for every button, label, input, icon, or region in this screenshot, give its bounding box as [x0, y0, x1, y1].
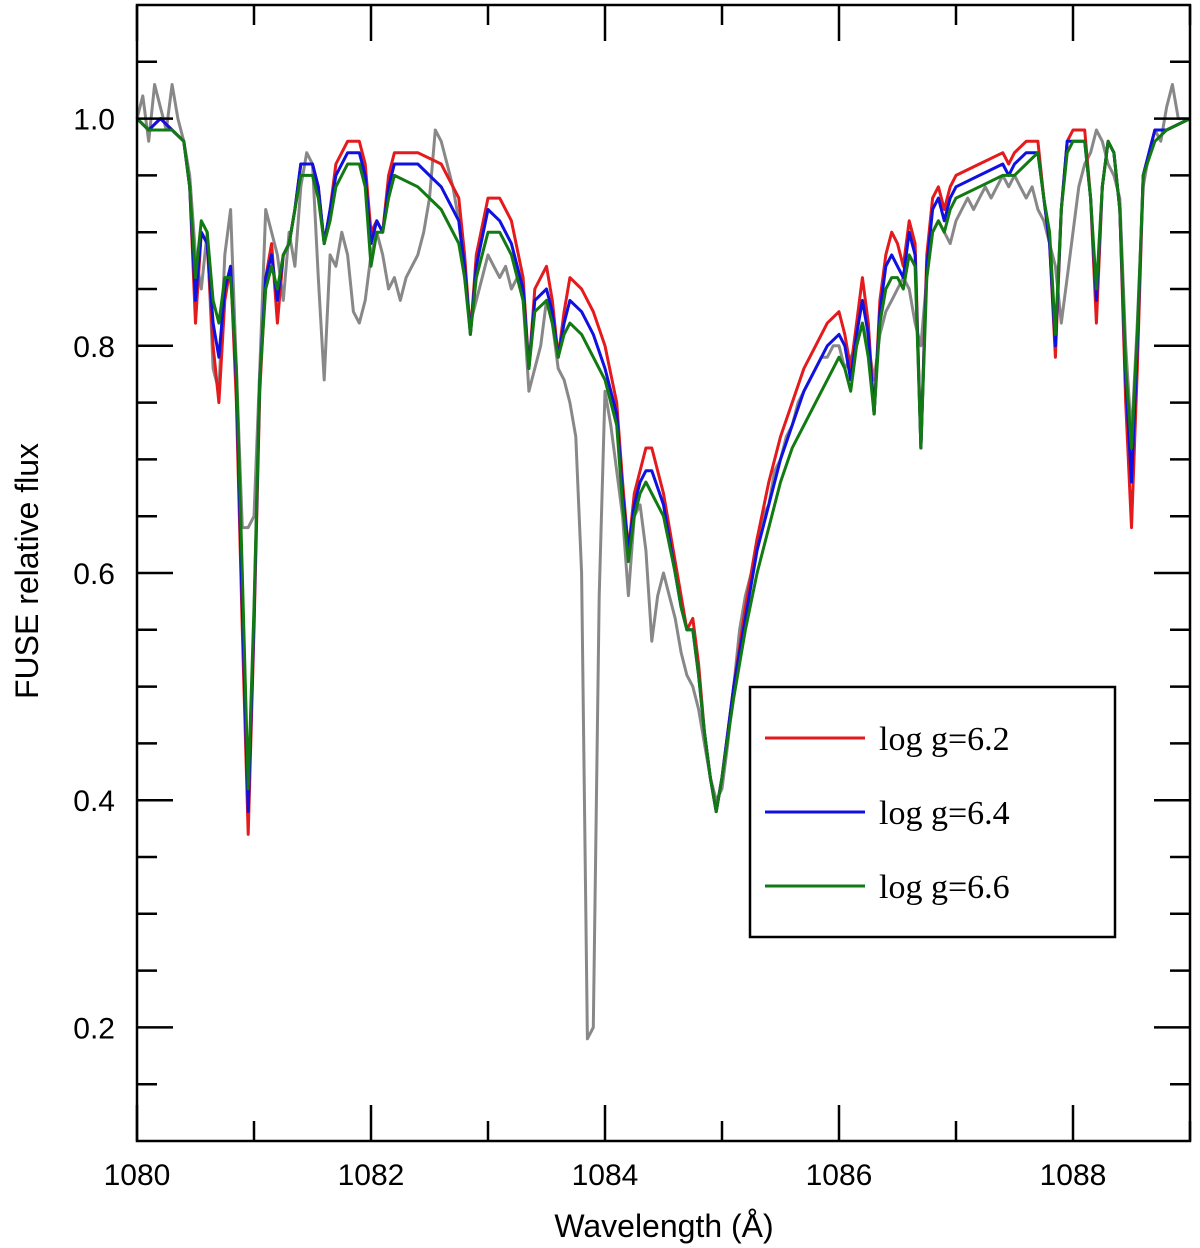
y-tick-label: 0.4	[73, 785, 115, 818]
x-tick-label: 1084	[572, 1159, 639, 1192]
model-line-2	[135, 117, 1191, 814]
x-tick-label: 1082	[338, 1159, 405, 1192]
y-axis-title: FUSE relative flux	[9, 443, 45, 699]
legend-label-0: log g=6.2	[879, 721, 1010, 758]
axis-ticks	[135, 5, 1192, 1141]
x-axis-title: Wavelength (Å)	[554, 1208, 773, 1244]
y-tick-label: 0.2	[73, 1012, 115, 1045]
y-tick-label: 0.6	[73, 558, 115, 591]
plot-lines	[135, 83, 1191, 1041]
x-tick-label: 1088	[1040, 1159, 1107, 1192]
x-tick-label: 1080	[104, 1159, 171, 1192]
legend: log g=6.2 log g=6.4 log g=6.6	[748, 685, 1117, 939]
legend-label-1: log g=6.4	[879, 795, 1010, 832]
tick-labels: 1080 1082 1084 1086 1088 0.2 0.4 0.6 0.8 1.0	[73, 104, 1106, 1192]
x-tick-label: 1086	[806, 1159, 873, 1192]
y-tick-label: 0.8	[73, 331, 115, 364]
y-tick-label: 1.0	[73, 104, 115, 137]
legend-label-2: log g=6.6	[879, 869, 1010, 906]
